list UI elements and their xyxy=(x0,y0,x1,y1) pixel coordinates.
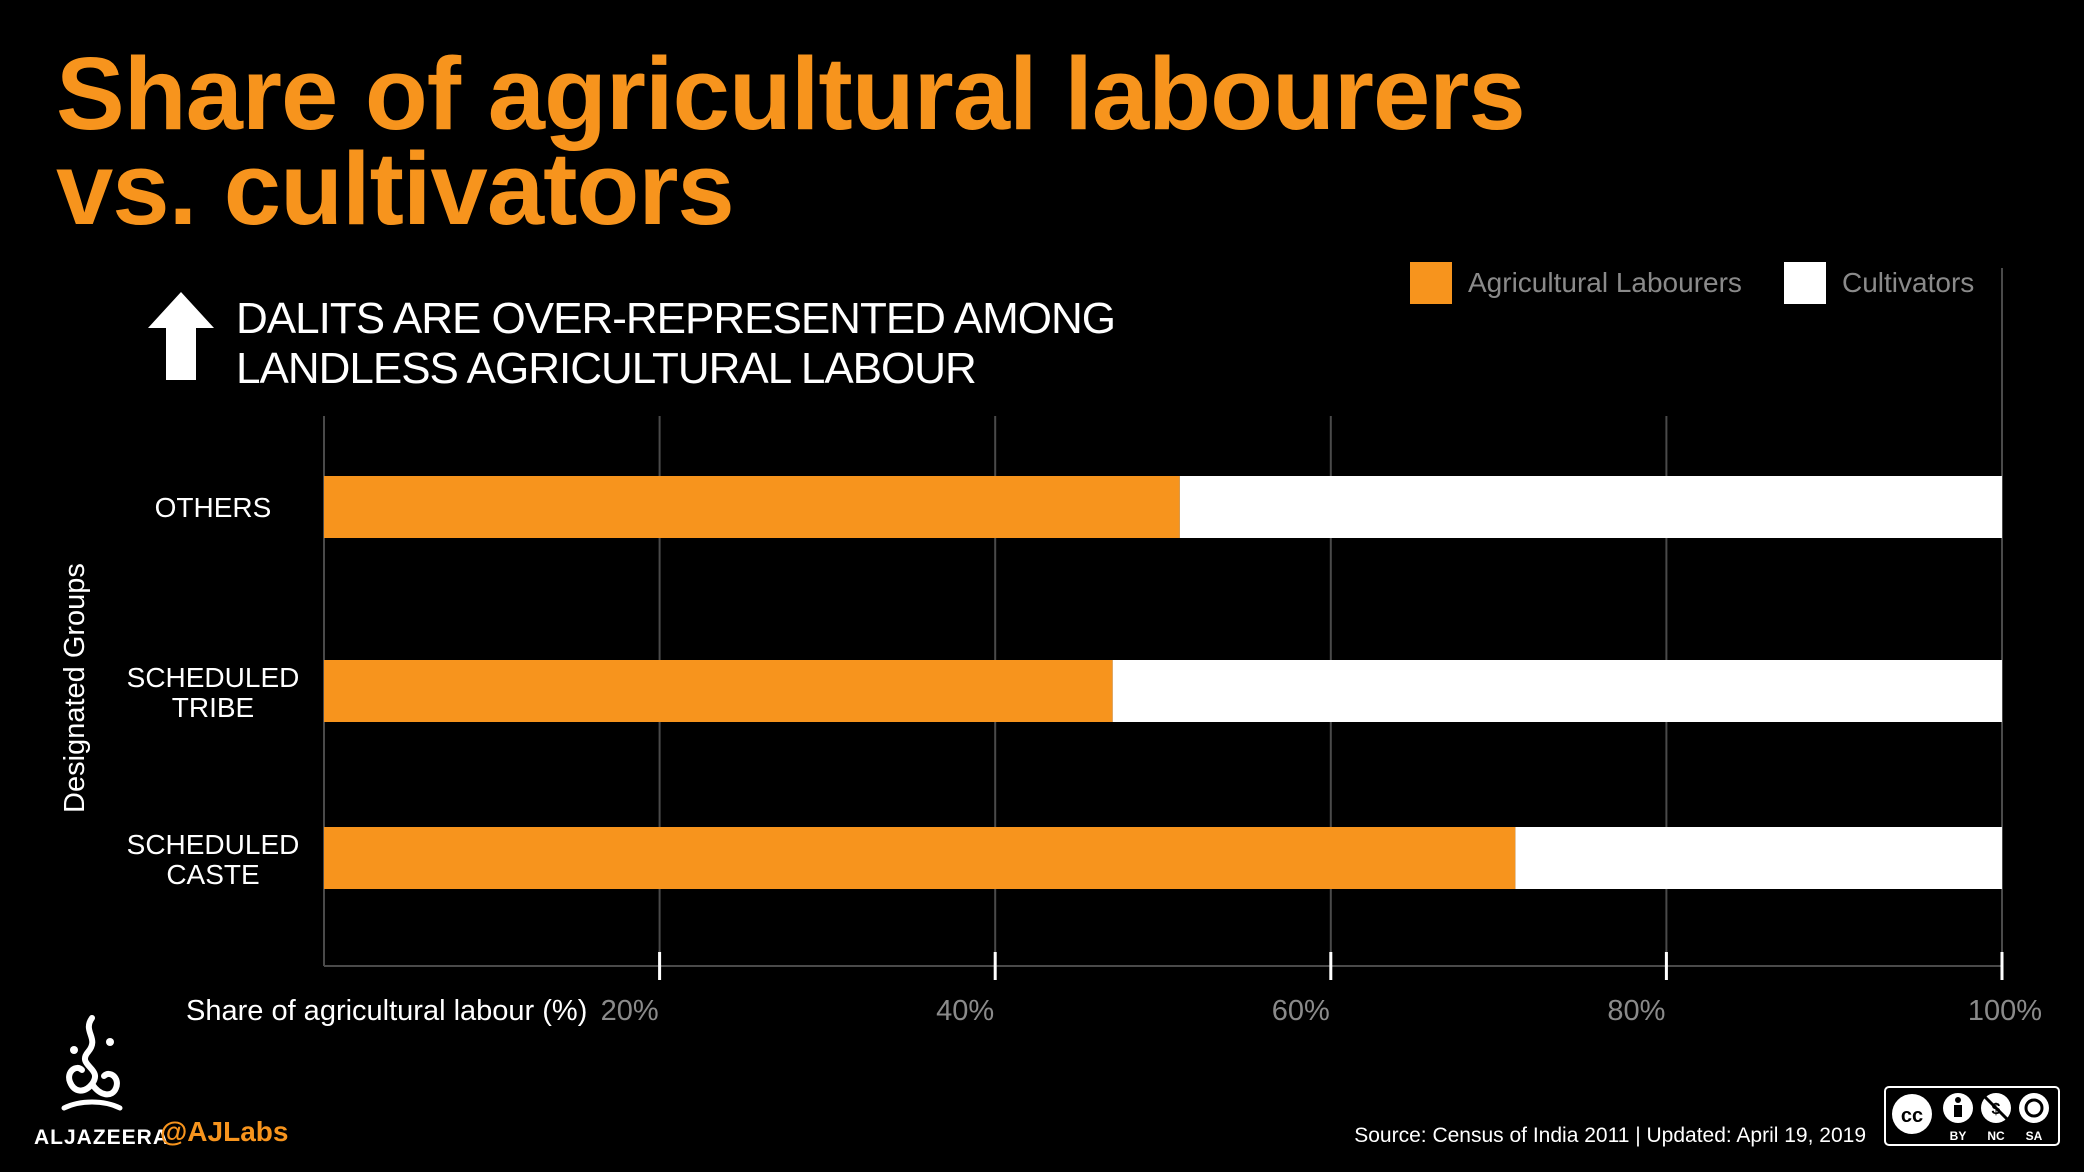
legend-item-cultivators: Cultivators xyxy=(1784,262,1974,304)
title-line-1: Share of agricultural labourers xyxy=(56,36,1526,151)
x-tick-label-80: 80% xyxy=(1607,995,1665,1027)
category-label-1-line1: SCHEDULED xyxy=(127,662,300,693)
aljazeera-logo-icon xyxy=(61,1015,123,1111)
category-label-2-line2: CASTE xyxy=(166,859,259,890)
legend-label-cultivators: Cultivators xyxy=(1842,267,1975,298)
x-tick-label-20: 20% xyxy=(601,995,659,1027)
bar-agricultural-labourers-1 xyxy=(324,660,1113,722)
x-tick-label-40: 40% xyxy=(936,995,994,1027)
bar-cultivators-0 xyxy=(1179,476,2002,538)
license-label-sa: SA xyxy=(2026,1129,2043,1143)
x-axis-label: Share of agricultural labour (%) xyxy=(186,995,587,1027)
aljazeera-wordmark: ALJAZEERA xyxy=(34,1126,170,1149)
labels-layer: 20% 40% 60% 80% 100%OTHERSSCHEDULEDTRIBESCHE… xyxy=(127,492,2042,1027)
bar-cultivators-1 xyxy=(1112,660,2002,722)
svg-text:cc: cc xyxy=(1901,1105,1923,1127)
chart-subtitle: DALITS ARE OVER-REPRESENTED AMONG LANDLE… xyxy=(236,294,1116,394)
creative-commons-license-icon: cc $ BY NC SA xyxy=(1884,1086,2060,1146)
ajlabs-handle: @AJLabs xyxy=(160,1116,289,1147)
x-tick-label-60: 60% xyxy=(1272,995,1330,1027)
subtitle-line-1: DALITS ARE OVER-REPRESENTED AMONG xyxy=(236,294,1116,343)
bars-layer xyxy=(324,476,2002,889)
up-arrow-icon xyxy=(148,292,214,380)
bar-agricultural-labourers-0 xyxy=(324,476,1180,538)
category-label-2-line1: SCHEDULED xyxy=(127,829,300,860)
license-label-by: BY xyxy=(1950,1129,1967,1143)
bar-agricultural-labourers-2 xyxy=(324,827,1516,889)
chart-title: Share of agricultural labourers vs. cult… xyxy=(56,36,1526,246)
bar-cultivators-2 xyxy=(1515,827,2002,889)
category-label-1-line2: TRIBE xyxy=(172,692,254,723)
category-label-0: OTHERS xyxy=(155,492,272,523)
legend-swatch-cultivators xyxy=(1784,262,1826,304)
source-note: Source: Census of India 2011 | Updated: … xyxy=(1354,1124,1866,1147)
license-label-nc: NC xyxy=(1987,1129,2005,1143)
subtitle-line-2: LANDLESS AGRICULTURAL LABOUR xyxy=(236,344,977,393)
legend-item-agricultural-labourers: Agricultural Labourers xyxy=(1410,262,1742,304)
legend-swatch-agricultural-labourers xyxy=(1410,262,1452,304)
title-line-2: vs. cultivators xyxy=(56,131,735,246)
legend-label-agricultural-labourers: Agricultural Labourers xyxy=(1468,267,1742,298)
x-tick-label-100: 100% xyxy=(1968,995,2042,1027)
y-axis-label: Designated Groups xyxy=(59,563,91,813)
